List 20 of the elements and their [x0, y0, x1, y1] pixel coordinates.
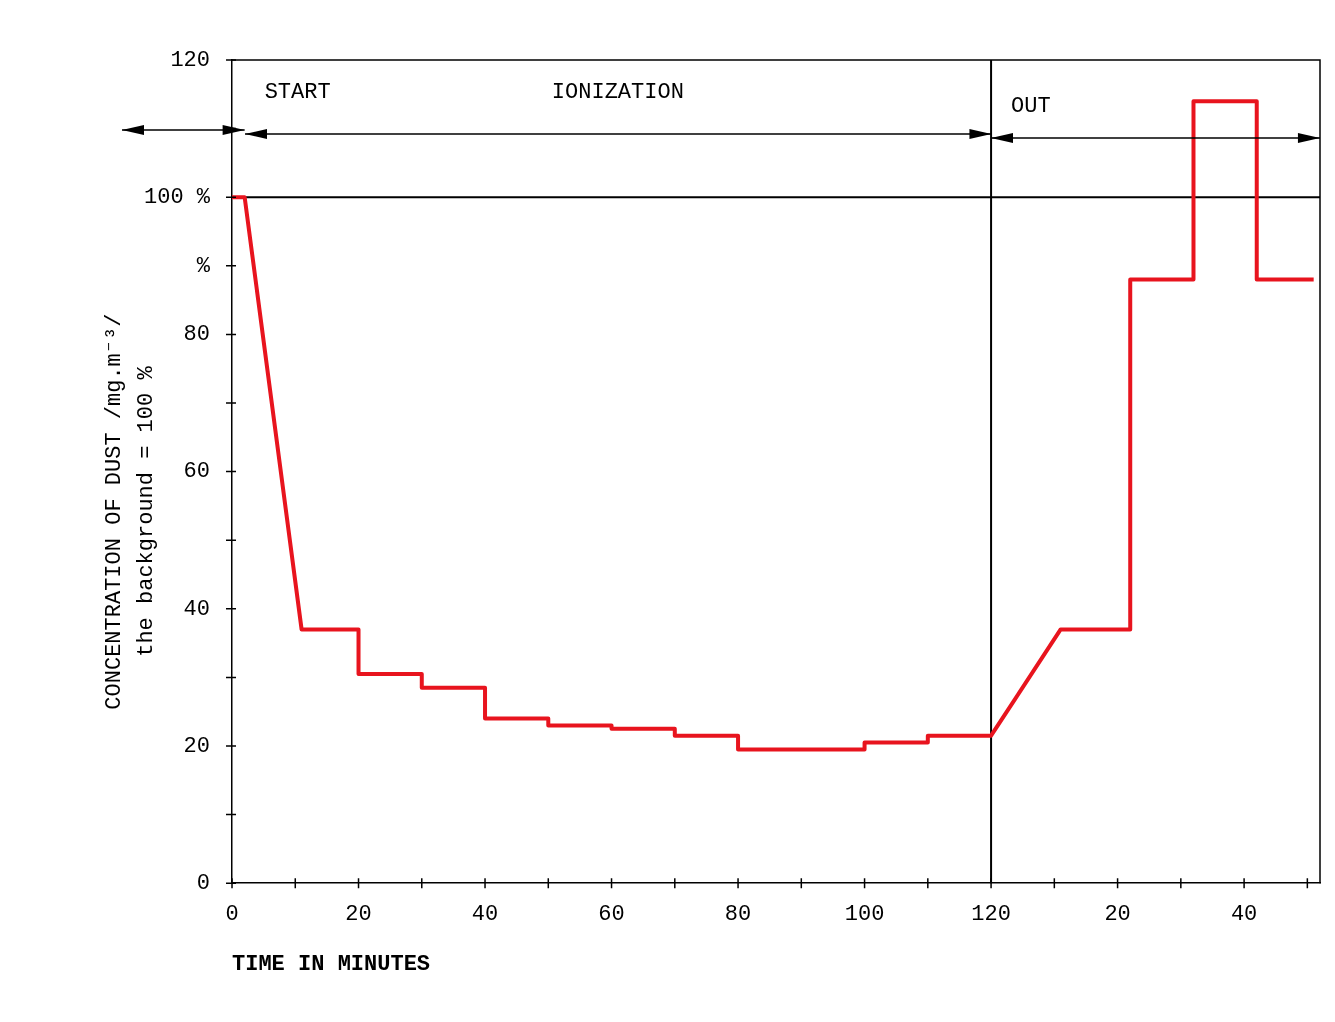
x-tick-label: 40: [471, 902, 499, 928]
y-tick-label: 120: [170, 47, 211, 73]
annotation: START: [264, 79, 331, 105]
annotation: IONIZATION: [551, 79, 684, 105]
y-tick-label: 40: [183, 596, 211, 622]
y-tick-label: 80: [183, 322, 211, 348]
x-tick-label: 100: [844, 902, 885, 928]
x-tick-label: 120: [971, 902, 1011, 928]
x-tick-label: 80: [724, 902, 752, 928]
y-tick-label: 60: [183, 459, 211, 485]
y-axis-title: CONCENTRATION OF DUST /mg.m⁻³/ the background = 100 %: [102, 313, 159, 710]
x-tick-label: 20: [345, 902, 372, 928]
annotation: OUT: [1011, 93, 1051, 119]
x-tick-label: 60: [598, 902, 625, 928]
y-tick-label: %: [196, 253, 211, 279]
x-axis-title: TIME IN MINUTES: [232, 952, 431, 978]
x-tick-label: 0: [225, 902, 239, 928]
y-tick-label: 20: [183, 733, 211, 759]
y-tick-label: 100 %: [144, 185, 211, 211]
y-tick-label: 0: [196, 871, 211, 897]
